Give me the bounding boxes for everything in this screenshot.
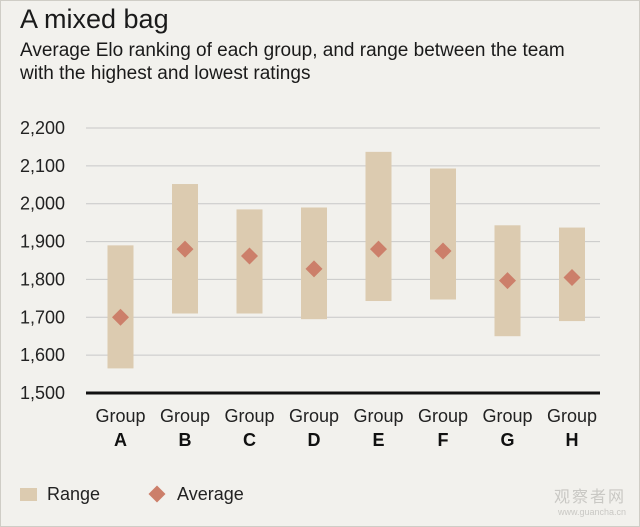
average-marker <box>499 272 516 290</box>
range-swatch <box>20 487 37 501</box>
average-diamond-icon <box>148 485 166 503</box>
y-tick-label: 1,800 <box>20 269 65 289</box>
average-marker <box>434 242 452 260</box>
category-label-prefix: Group <box>95 406 145 426</box>
y-tick-label: 2,200 <box>20 118 65 138</box>
category-label-prefix: Group <box>289 406 339 426</box>
range-bar <box>430 168 456 300</box>
legend-item-average: Average <box>148 484 244 505</box>
category-label: G <box>500 430 514 450</box>
category-label-prefix: Group <box>547 406 597 426</box>
category-label: F <box>438 430 449 450</box>
average-marker <box>176 240 194 258</box>
average-marker <box>305 260 323 278</box>
legend-label-average: Average <box>177 483 244 504</box>
watermark: 观察者网 www.guancha.cn <box>553 489 626 519</box>
chart-subtitle: Average Elo ranking of each group, and r… <box>20 40 565 84</box>
category-label: C <box>243 430 256 450</box>
range-bar <box>107 245 134 369</box>
average-marker <box>370 240 387 258</box>
category-label-prefix: Group <box>224 406 274 426</box>
y-tick-label: 1,900 <box>20 232 65 252</box>
category-label-prefix: Group <box>353 406 403 426</box>
category-label: B <box>179 430 192 450</box>
legend-item-range: Range <box>20 484 100 505</box>
chart-title: A mixed bag <box>20 4 169 34</box>
average-marker <box>241 247 258 265</box>
legend-label-range: Range <box>47 483 101 504</box>
category-label: A <box>114 430 127 450</box>
category-label: D <box>308 430 321 450</box>
category-label: H <box>566 430 579 450</box>
average-marker <box>563 269 581 287</box>
category-label-prefix: Group <box>418 406 468 426</box>
y-tick-label: 1,500 <box>20 383 65 403</box>
watermark-line2: www.guancha.cn <box>557 507 626 517</box>
watermark-line1: 观察者网 <box>553 489 626 506</box>
y-tick-label: 1,700 <box>20 307 65 327</box>
category-label: E <box>372 430 384 450</box>
category-label-prefix: Group <box>160 406 210 426</box>
y-tick-label: 1,600 <box>20 345 65 365</box>
y-tick-label: 2,000 <box>20 194 65 214</box>
category-label-prefix: Group <box>482 406 532 426</box>
legend: Range Average <box>20 482 292 506</box>
range-bar <box>365 151 392 302</box>
y-tick-label: 2,100 <box>20 156 65 176</box>
average-marker <box>112 308 129 326</box>
